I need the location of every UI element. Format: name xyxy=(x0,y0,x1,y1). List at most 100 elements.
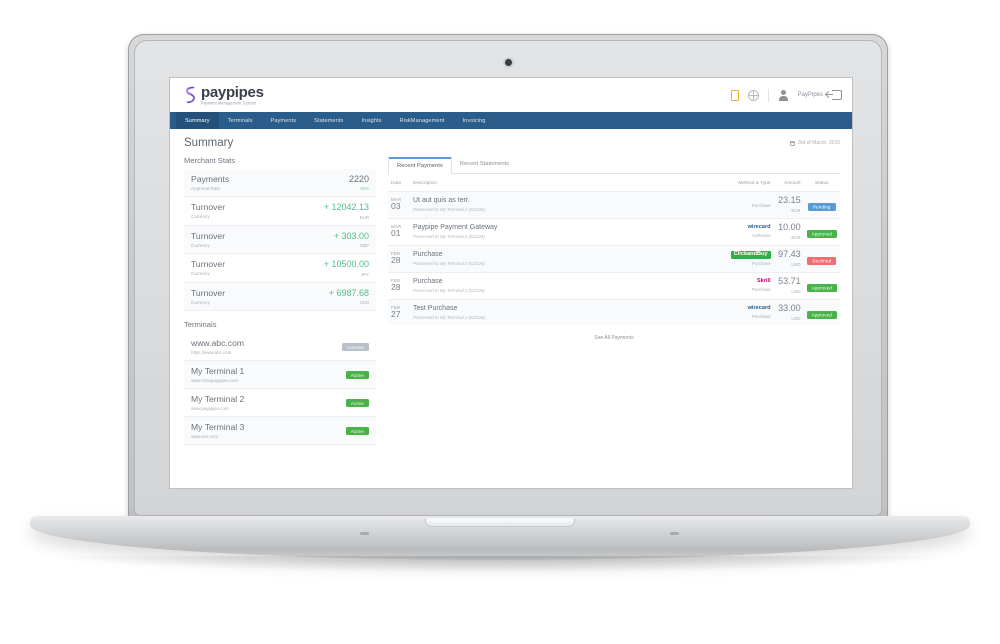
terminal-row[interactable]: My Terminal 2 www.paypipes.com Active xyxy=(184,389,376,418)
amount-currency: USD xyxy=(791,261,801,267)
right-column: Recent Payments Recent Statements Date D… xyxy=(388,156,840,445)
webcam-icon xyxy=(504,59,512,66)
stat-subtitle: Currency xyxy=(191,271,210,277)
method-type: Purchase xyxy=(752,314,771,320)
stat-row: Payments Approval Rate 2220 90% xyxy=(184,169,376,198)
terminal-row[interactable]: My Terminal 3 www.test.com Active xyxy=(184,417,376,446)
table-row[interactable]: FEB 28 Purchase Processed to My Terminal… xyxy=(388,271,840,299)
col-method: Method & Type xyxy=(738,180,771,186)
description-subtitle: Processed to My Terminal 2 (02/126) xyxy=(413,206,485,212)
stat-row: Turnover Currency + 12042.13 EUR xyxy=(184,197,376,226)
calendar-icon xyxy=(790,140,796,146)
paypipes-app: paypipes Payment Management System PayPi… xyxy=(170,78,852,488)
divider xyxy=(767,88,769,102)
logout-icon[interactable] xyxy=(826,90,842,100)
content-columns: Merchant Stats Payments Approval Rate 22… xyxy=(184,156,840,446)
status-badge: Approved xyxy=(806,230,837,238)
stat-row: Turnover Currency + 6987.68 USD xyxy=(184,282,376,312)
brand-logo[interactable]: paypipes Payment Management System xyxy=(184,85,264,106)
status-badge: Active xyxy=(345,399,369,408)
table-row[interactable]: FEB 28 Purchase Processed to My Terminal… xyxy=(388,244,840,272)
table-row[interactable]: MAR 03 Ut aut quis as terr. Processed to… xyxy=(388,190,840,218)
laptop-lid: paypipes Payment Management System PayPi… xyxy=(128,34,888,522)
cell-amount: 10.00 EUR xyxy=(773,217,804,245)
terminal-row[interactable]: My Terminal 1 www.mytopaypipes.com Activ… xyxy=(184,361,376,390)
user-avatar-icon[interactable] xyxy=(778,89,789,101)
terminal-name: My Terminal 1 xyxy=(191,366,245,377)
payments-tabs: Recent Payments Recent Statements xyxy=(388,156,840,174)
terminal-name: My Terminal 2 xyxy=(191,394,245,405)
description-title: Test Purchase xyxy=(413,305,458,313)
cell-method: wirecard Purchase xyxy=(727,298,774,326)
terminal-row[interactable]: www.abc.com https://www.abc.com Inactive xyxy=(184,333,376,362)
description-title: Purchase xyxy=(413,278,443,286)
cell-description: Paypipe Payment Gateway Processed to My … xyxy=(410,217,728,245)
table-header-row: Date Description Method & Type Amount St… xyxy=(388,178,840,192)
date-month: FEB xyxy=(391,250,401,256)
status-badge: Active xyxy=(345,427,369,436)
status-badge: Inactive xyxy=(342,343,369,352)
page-title: Summary xyxy=(184,137,234,149)
nav-item-terminals[interactable]: Terminals xyxy=(227,117,253,124)
date-month: FEB xyxy=(391,277,401,283)
user-name-label: PayPipes xyxy=(797,92,823,98)
method-logo-wrap: ClickandBuy xyxy=(730,250,771,259)
stat-unit: USD xyxy=(359,300,369,306)
stat-unit: GBP xyxy=(359,243,369,249)
cell-method: ClickandBuy Purchase xyxy=(727,244,774,272)
laptop-screen: paypipes Payment Management System PayPi… xyxy=(169,77,853,489)
amount-currency: EUR xyxy=(791,207,801,213)
see-all-payments-link[interactable]: See All Payments xyxy=(594,334,634,341)
stat-subtitle: Currency xyxy=(191,299,210,305)
date-day: 01 xyxy=(391,227,401,238)
nav-item-invoicing[interactable]: Invoicing xyxy=(462,117,486,124)
terminal-url: https://www.abc.com xyxy=(191,350,232,356)
nav-item-summary[interactable]: Summary xyxy=(176,112,219,129)
nav-item-payments[interactable]: Payments xyxy=(270,117,297,124)
terminals-section: Terminals www.abc.com https://www.abc.co… xyxy=(184,320,376,446)
stat-value: 2220 xyxy=(348,174,369,184)
col-status: Status xyxy=(814,180,829,186)
status-badge: Approved xyxy=(806,284,837,292)
brand-name: paypipes xyxy=(201,83,264,101)
stat-subtitle: Currency xyxy=(191,242,210,248)
document-icon[interactable] xyxy=(730,89,739,101)
nav-item-statements[interactable]: Statements xyxy=(314,117,344,124)
cell-status: Declined xyxy=(803,244,840,272)
stat-title: Turnover xyxy=(191,230,226,241)
nav-item-insights[interactable]: Insights xyxy=(361,117,382,124)
globe-icon[interactable] xyxy=(747,89,759,101)
laptop-base-foot-right xyxy=(670,532,679,535)
method-type: Authorise xyxy=(752,233,771,239)
method-logo: wirecard xyxy=(747,223,771,230)
tab-recent-statements[interactable]: Recent Statements xyxy=(459,161,510,167)
amount-value: 33.00 xyxy=(778,303,801,314)
laptop-shadow xyxy=(60,556,940,572)
nav-item-riskmanagement[interactable]: RiskManagement xyxy=(399,117,445,124)
cell-description: Test Purchase Processed to My Terminal 2… xyxy=(410,298,728,326)
terminal-url: www.mytopaypipes.com xyxy=(191,378,239,384)
date-day: 28 xyxy=(391,254,401,265)
terminal-name: My Terminal 3 xyxy=(191,422,245,433)
description-subtitle: Processed to My Terminal 2 (02/126) xyxy=(413,314,485,320)
terminals-label: Terminals xyxy=(184,320,217,330)
method-type: Purchase xyxy=(752,203,771,209)
table-row[interactable]: MAR 01 Paypipe Payment Gateway Processed… xyxy=(388,217,840,245)
stat-value: + 6987.68 xyxy=(328,287,369,298)
cell-amount: 97.43 USD xyxy=(773,244,804,272)
terminal-url: www.paypipes.com xyxy=(191,406,229,412)
laptop-lid-inner: paypipes Payment Management System PayPi… xyxy=(134,40,882,516)
cell-status: Pending xyxy=(803,190,840,218)
merchant-stats-label: Merchant Stats xyxy=(184,156,236,165)
stat-value: + 10500.00 xyxy=(323,259,369,270)
table-row[interactable]: FEB 27 Test Purchase Processed to My Ter… xyxy=(388,298,840,326)
cell-description: Purchase Processed to My Terminal 2 (02/… xyxy=(410,271,728,299)
date-day: 27 xyxy=(391,308,401,319)
description-subtitle: Processed to My Terminal 2 (02/126) xyxy=(413,287,485,293)
stat-subtitle: Currency xyxy=(191,214,210,220)
tab-recent-payments[interactable]: Recent Payments xyxy=(388,157,452,174)
description-title: Paypipe Payment Gateway xyxy=(413,224,498,232)
recent-payments-table: Date Description Method & Type Amount St… xyxy=(388,178,840,326)
cell-method: Skrill Purchase xyxy=(727,271,774,299)
cell-status: Approved xyxy=(803,217,840,245)
